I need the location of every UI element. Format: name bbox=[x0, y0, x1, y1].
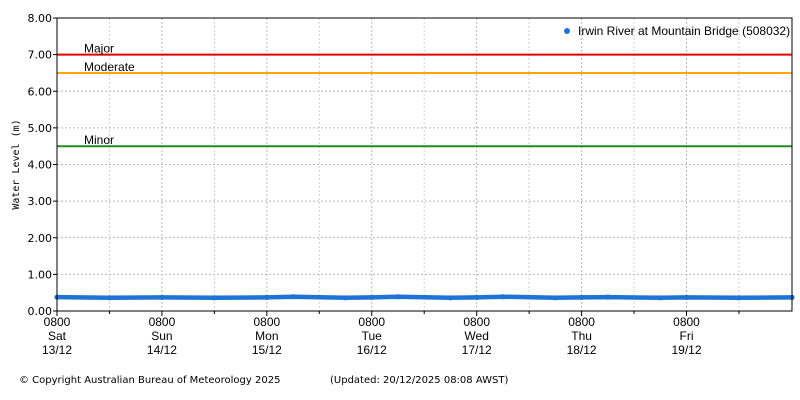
threshold-label-minor: Minor bbox=[84, 133, 114, 147]
x-axis: 0800Sat13/120800Sun14/120800Mon15/120800… bbox=[42, 311, 740, 357]
x-tick-date-label: 16/12 bbox=[357, 343, 387, 357]
y-tick-label: 7.00 bbox=[28, 49, 53, 62]
series-point bbox=[736, 295, 742, 301]
series-point bbox=[447, 295, 453, 301]
y-tick-label: 5.00 bbox=[28, 122, 53, 135]
x-tick-date-label: 17/12 bbox=[462, 343, 492, 357]
flood-thresholds: Major Moderate Minor bbox=[57, 42, 792, 148]
series-point bbox=[657, 295, 663, 301]
series-point bbox=[342, 295, 349, 301]
x-tick-date-label: 13/12 bbox=[42, 343, 72, 357]
x-tick-time-label: 0800 bbox=[568, 315, 595, 329]
x-tick-day-label: Fri bbox=[680, 329, 694, 343]
series-point bbox=[683, 294, 690, 300]
x-tick-day-label: Sun bbox=[151, 329, 172, 343]
copyright-text: © Copyright Australian Bureau of Meteoro… bbox=[19, 375, 280, 386]
x-tick-date-label: 19/12 bbox=[671, 343, 701, 357]
y-axis: 0.00 1.00 2.00 3.00 4.00 5.00 6.00 7.00 8.00 bbox=[28, 12, 57, 318]
series-line bbox=[54, 294, 795, 301]
series-point bbox=[290, 294, 296, 300]
series-point bbox=[579, 294, 585, 300]
x-tick-day-label: Thu bbox=[571, 329, 592, 343]
series-point bbox=[500, 294, 506, 300]
legend-label: Irwin River at Mountain Bridge (508032) bbox=[578, 24, 790, 38]
y-tick-label: 2.00 bbox=[28, 232, 53, 245]
series-point bbox=[211, 295, 217, 301]
legend-marker bbox=[564, 28, 570, 34]
y-tick-label: 0.00 bbox=[28, 305, 53, 318]
series-point bbox=[106, 295, 113, 301]
x-tick-date-label: 14/12 bbox=[147, 343, 177, 357]
y-tick-label: 4.00 bbox=[28, 159, 53, 172]
x-tick-day-label: Tue bbox=[362, 329, 383, 343]
x-tick-day-label: Mon bbox=[255, 329, 278, 343]
x-tick-time-label: 0800 bbox=[149, 315, 176, 329]
legend: Irwin River at Mountain Bridge (508032) bbox=[564, 24, 790, 38]
threshold-label-moderate: Moderate bbox=[84, 60, 135, 74]
y-tick-label: 1.00 bbox=[28, 268, 53, 281]
series-point bbox=[605, 294, 611, 300]
x-tick-date-label: 18/12 bbox=[567, 343, 597, 357]
y-tick-label: 8.00 bbox=[28, 12, 53, 25]
series-point bbox=[264, 294, 270, 300]
x-tick-time-label: 0800 bbox=[673, 315, 700, 329]
y-tick-label: 3.00 bbox=[28, 195, 53, 208]
x-tick-time-label: 0800 bbox=[253, 315, 280, 329]
series-point bbox=[159, 294, 165, 300]
series-point bbox=[474, 294, 480, 300]
x-tick-time-label: 0800 bbox=[44, 315, 71, 329]
x-tick-day-label: Wed bbox=[464, 329, 488, 343]
series-point bbox=[369, 294, 375, 300]
threshold-label-major: Major bbox=[84, 42, 114, 56]
x-tick-day-label: Sat bbox=[48, 329, 67, 343]
y-axis-label: Water Level (m) bbox=[11, 119, 22, 209]
series-point bbox=[552, 295, 559, 301]
series-point bbox=[395, 294, 401, 300]
x-tick-date-label: 15/12 bbox=[252, 343, 282, 357]
updated-text: (Updated: 20/12/2025 08:08 AWST) bbox=[330, 375, 508, 386]
y-tick-label: 6.00 bbox=[28, 85, 53, 98]
x-tick-time-label: 0800 bbox=[358, 315, 385, 329]
x-tick-time-label: 0800 bbox=[463, 315, 490, 329]
series-layer bbox=[54, 294, 795, 301]
